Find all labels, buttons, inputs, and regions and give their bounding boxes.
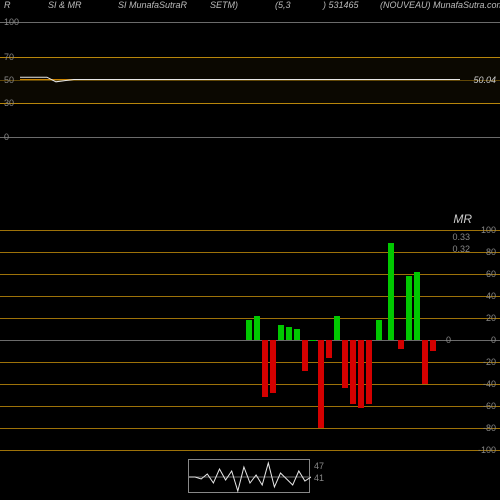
mr-axis-label: -20 [483,357,496,367]
mr-bar [334,316,340,340]
mr-gridline [0,450,500,451]
mr-gridline [0,406,500,407]
mr-bar [246,320,252,340]
mr-bar [318,340,324,428]
mr-small-label: 0.33 [452,232,470,242]
mr-gridline [0,252,500,253]
mini-label: 47 [314,461,324,471]
mr-bar [422,340,428,384]
mr-gridline [0,274,500,275]
mr-bar [398,340,404,349]
mr-bar [302,340,308,371]
mr-bar [406,276,412,340]
mr-bar [254,316,260,340]
mr-gridline [0,428,500,429]
mini-label: 41 [314,473,324,483]
mr-bar [358,340,364,408]
mr-axis-label: 20 [486,313,496,323]
mr-gridline [0,230,500,231]
mr-axis-label: -80 [483,423,496,433]
mr-axis-label: 40 [486,291,496,301]
mr-axis-label: 60 [486,269,496,279]
mr-bar [270,340,276,393]
mr-axis-label: -60 [483,401,496,411]
mr-axis-label: 0 [491,335,496,345]
mr-bar [366,340,372,404]
mr-bar [414,272,420,340]
mr-bar [350,340,356,404]
rsi-lines [0,0,500,500]
mr-axis-label: -100 [478,445,496,455]
mr-bar [388,243,394,340]
mr-gridline [0,384,500,385]
mr-bar [430,340,436,351]
mr-axis-label: 80 [486,247,496,257]
mr-bar [286,327,292,340]
mr-gridline [0,318,500,319]
mr-axis-label: -40 [483,379,496,389]
mr-axis-label: 100 [481,225,496,235]
mr-bar [326,340,332,358]
mr-gridline [0,296,500,297]
mr-bar [278,325,284,340]
chart-root: R SI & MR SI MunafaSutraR SETM) (5,3 ) 5… [0,0,500,500]
mr-bar [262,340,268,397]
mr-bar [376,320,382,340]
mr-zero-left: 0 [446,335,451,345]
mr-bar [342,340,348,388]
mr-small-label: 0.32 [452,244,470,254]
mr-title: MR [453,212,472,226]
mr-bar [294,329,300,340]
mr-bar [310,340,316,341]
